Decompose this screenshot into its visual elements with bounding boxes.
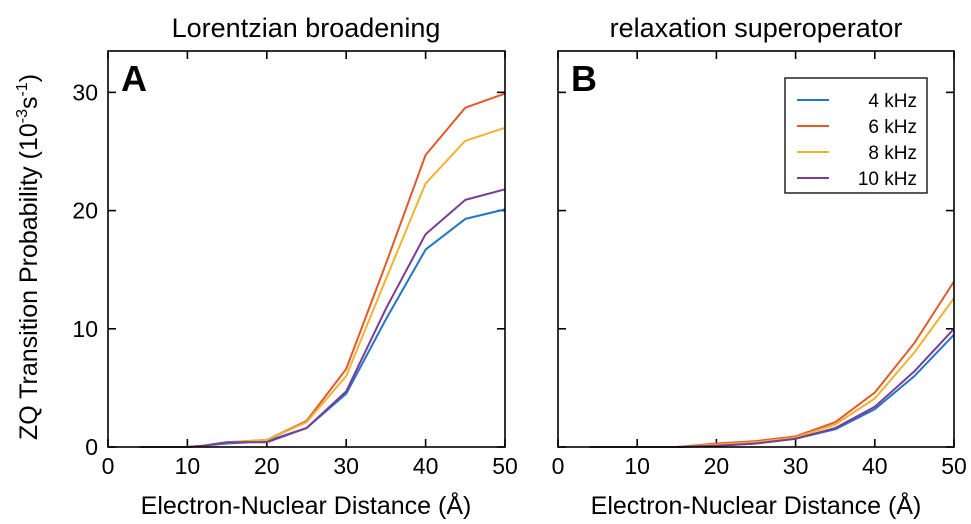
y-axis-label-exp2: -1 (14, 82, 31, 96)
x-tick-label: 10 (624, 453, 650, 479)
y-axis-label: ZQ Transition Probability (10-3s-1) (14, 74, 43, 440)
x-tick-label: 10 (175, 453, 201, 479)
y-axis-label-unit: s (15, 97, 43, 110)
y-axis-label-close: ) (15, 74, 43, 82)
panel-b-title: relaxation superoperator (610, 13, 903, 43)
y-axis-label-main: ZQ Transition Probability (10 (15, 123, 43, 440)
y-axis-label-exp1: -3 (14, 109, 31, 123)
panel-a-title: Lorentzian broadening (172, 13, 441, 43)
panel-a-xlabel: Electron-Nuclear Distance (Å) (141, 490, 472, 520)
plot-a: 0 10 20 30 40 50 0 10 20 30 (72, 51, 518, 479)
legend: 4 kHz 6 kHz 8 kHz 10 kHz (784, 77, 928, 194)
panel-b-xlabel: Electron-Nuclear Distance (Å) (591, 490, 922, 520)
y-tick-label: 20 (72, 198, 98, 224)
panel-b: relaxation superoperator 0 10 20 30 40 50 B E… (552, 13, 967, 520)
panel-b-letter: B (571, 58, 597, 99)
legend-label: 4 kHz (868, 91, 917, 112)
series-line-4-khz (589, 334, 955, 448)
x-tick-label: 0 (552, 453, 565, 479)
series-line-10-khz (139, 188, 506, 448)
panel-a-letter: A (121, 58, 147, 99)
panel-a: Lorentzian broadening 0 10 20 30 40 50 0 10 20 30… (14, 13, 518, 520)
panel-b-frame (557, 50, 955, 448)
legend-label: 6 kHz (868, 117, 917, 138)
x-tick-label: 50 (941, 453, 967, 479)
series-line-6-khz (589, 280, 955, 448)
legend-box (784, 77, 928, 194)
x-tick-label: 30 (333, 453, 359, 479)
series-line-4-khz (139, 208, 506, 448)
y-tick-label: 0 (85, 434, 98, 460)
x-tick-label: 50 (492, 453, 518, 479)
y-tick-label: 10 (72, 316, 98, 342)
series-line-6-khz (139, 92, 506, 448)
x-tick-label: 30 (783, 453, 809, 479)
legend-label: 8 kHz (868, 143, 917, 164)
x-tick-label: 0 (102, 453, 115, 479)
legend-label: 10 kHz (858, 169, 917, 190)
panel-a-frame (107, 50, 506, 448)
y-tick-label: 30 (72, 79, 98, 105)
x-tick-label: 20 (254, 453, 280, 479)
x-tick-label: 40 (862, 453, 888, 479)
x-tick-label: 20 (704, 453, 730, 479)
series-line-8-khz (589, 297, 955, 448)
x-tick-label: 40 (413, 453, 439, 479)
